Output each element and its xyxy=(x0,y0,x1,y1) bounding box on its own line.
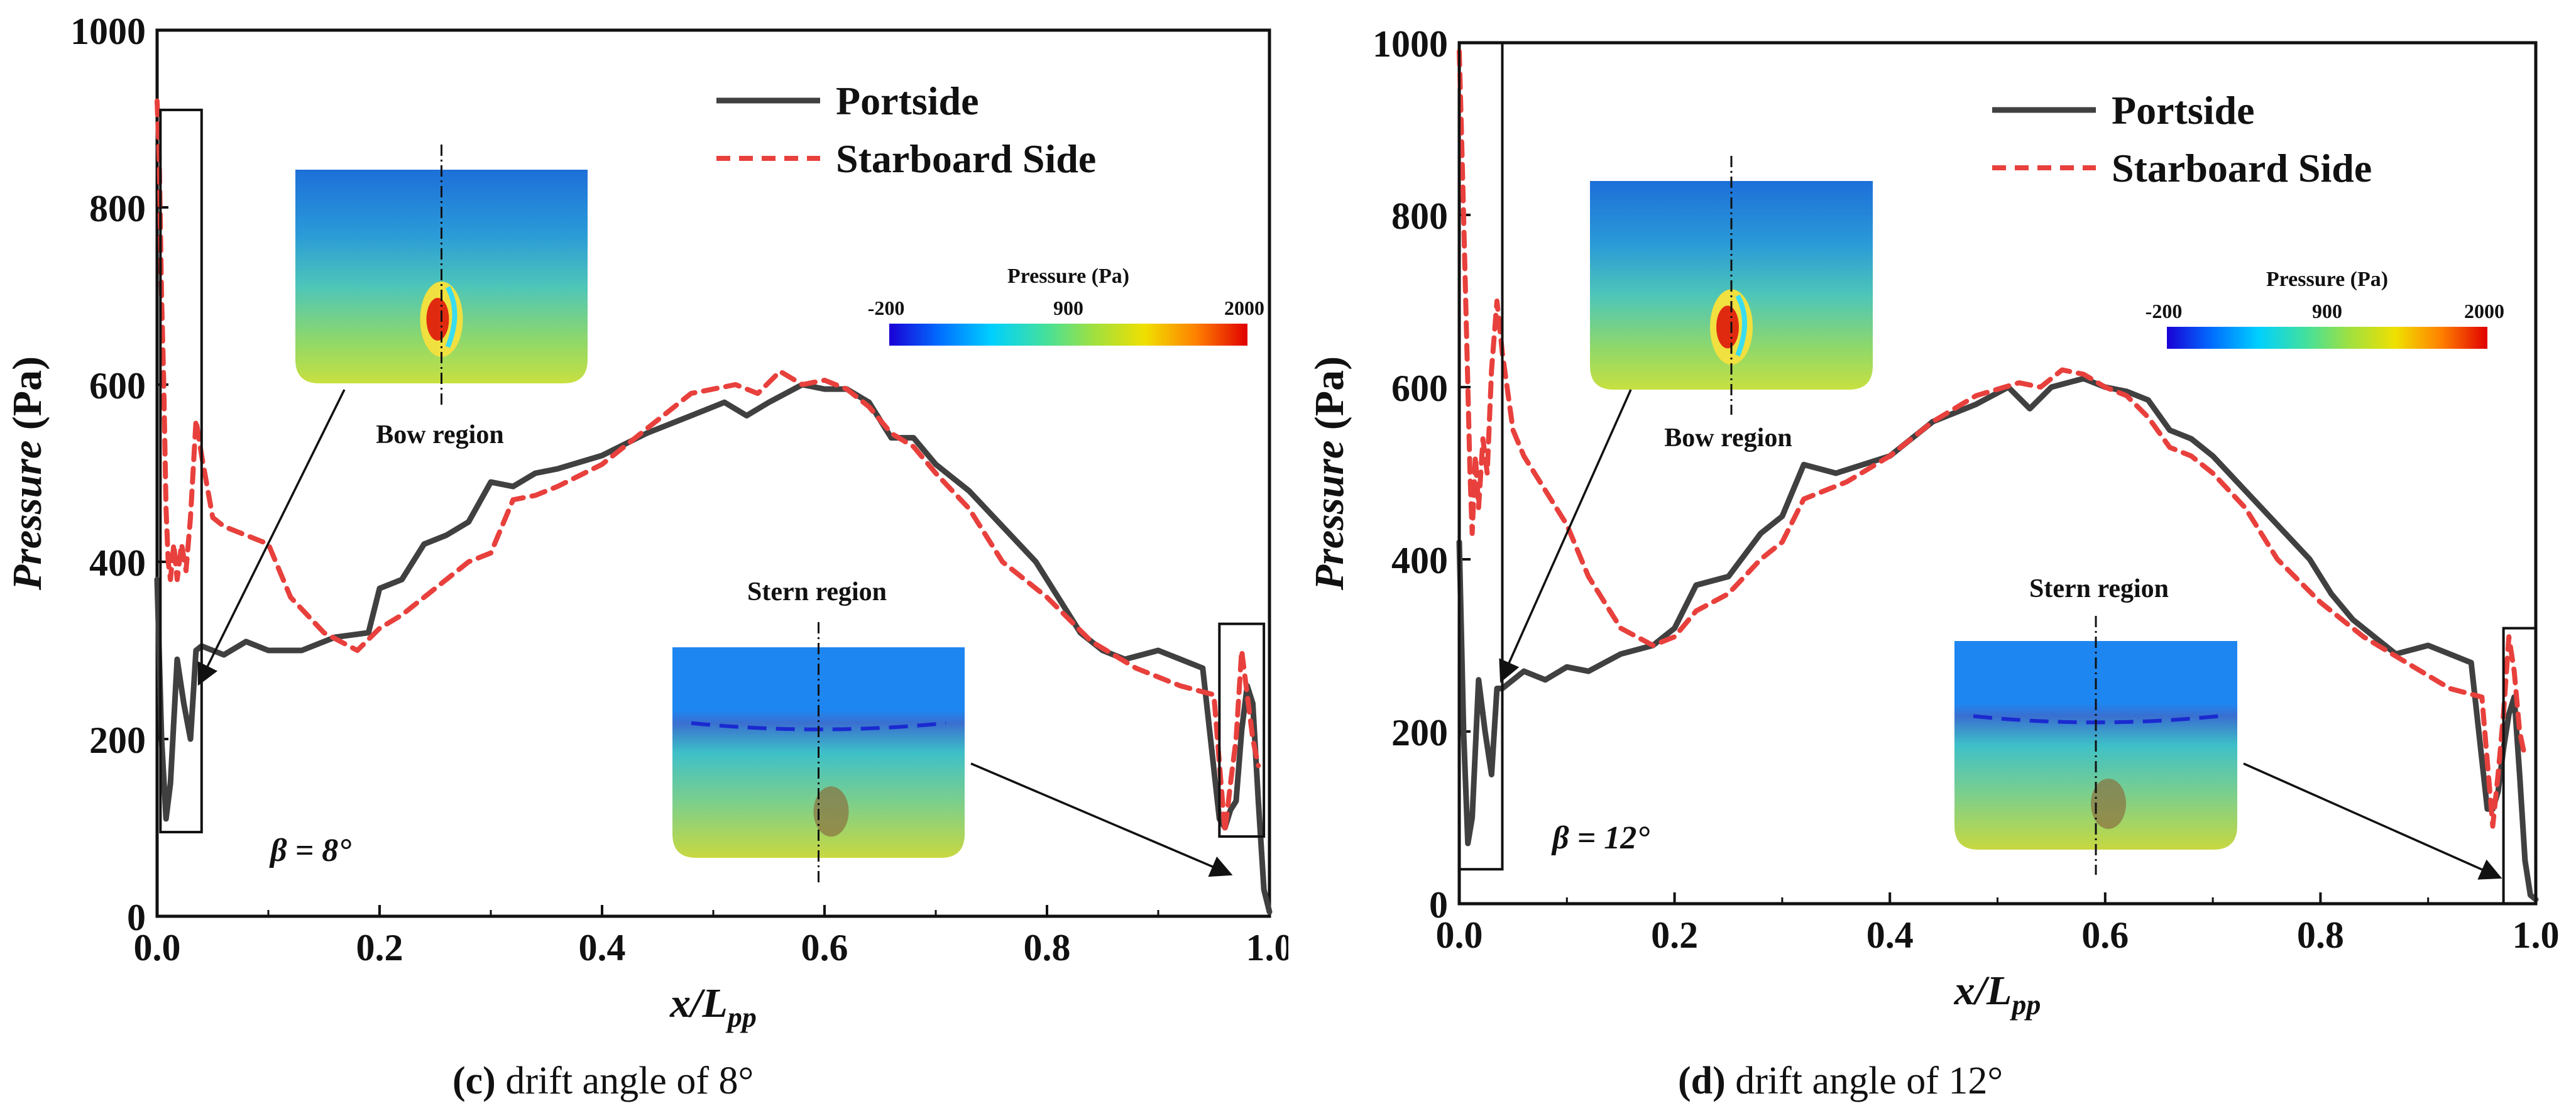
bow-highlight-box xyxy=(1458,41,1504,871)
y-tick-label: 400 xyxy=(1391,540,1448,581)
panel-label-c: (c) xyxy=(452,1060,496,1102)
x-tick-label: 0.6 xyxy=(801,927,848,968)
caption-c: (c) drift angle of 8° xyxy=(452,1059,754,1104)
x-tick-label: 0.0 xyxy=(134,927,181,968)
x-tick-label: 0.8 xyxy=(1024,927,1071,968)
stern-arrow xyxy=(2243,762,2502,880)
stern-region-label: Stern region xyxy=(2029,574,2169,603)
bow-arrow xyxy=(1499,389,1632,683)
colorbar-min-label: -200 xyxy=(2146,300,2183,322)
chart-panel-c: 0 200 400 600 800 1000 0.0 0.2 0.4 0.6 0.8 1.0 x/Lpp… xyxy=(4,11,1289,1104)
y-tick-label: 800 xyxy=(89,188,146,229)
x-tick-label: 0.0 xyxy=(1436,914,1483,956)
y-tick-label: 600 xyxy=(1391,368,1448,409)
drift-angle-annotation: β = 12° xyxy=(1551,820,1650,856)
x-tick-label: 1.0 xyxy=(1246,927,1289,968)
stern-inset xyxy=(1954,616,2237,875)
bow-inset xyxy=(1590,156,1873,415)
stern-highlight-box xyxy=(1218,622,1266,838)
x-tick-label: 0.4 xyxy=(1866,914,1914,956)
bow-arrow xyxy=(197,389,346,686)
drift-angle-annotation: β = 8° xyxy=(269,833,351,869)
pressure-chart-8deg: 0 200 400 600 800 1000 0.0 0.2 0.4 0.6 0.8 1.0 x/Lpp… xyxy=(4,11,1289,1033)
y-tick-label: 200 xyxy=(89,720,146,761)
stern-highlight-box xyxy=(2502,627,2537,905)
y-tick-label: 400 xyxy=(89,542,146,584)
colorbar-mid-label: 900 xyxy=(1053,297,1083,319)
x-tick-label: 0.4 xyxy=(579,927,626,968)
colorbar-max-label: 2000 xyxy=(1224,297,1264,319)
series-line-portside xyxy=(1456,375,2539,902)
bow-inset xyxy=(295,145,588,408)
series-line-starboard xyxy=(1457,48,2528,829)
stern-arrow xyxy=(970,762,1233,877)
legend-label-portside: Portside xyxy=(836,79,979,123)
x-tick-label: 0.2 xyxy=(356,927,403,968)
caption-text-c: drift angle of 8° xyxy=(505,1060,754,1102)
y-tick-label: 1000 xyxy=(1373,23,1448,65)
x-axis-label: x/Lpp xyxy=(1954,968,2041,1021)
x-tick-label: 0.6 xyxy=(2081,914,2129,956)
y-tick-label: 0 xyxy=(127,897,146,938)
y-axis-label: Pressure (Pa) xyxy=(1307,356,1352,591)
caption-d: (d) drift angle of 12° xyxy=(1678,1059,2003,1104)
series-line-starboard xyxy=(155,98,1261,835)
x-axis-label: x/Lpp xyxy=(669,980,757,1033)
y-tick-label: 600 xyxy=(89,365,146,407)
legend-label-starboard: Starboard Side xyxy=(836,136,1096,181)
panel-label-d: (d) xyxy=(1678,1060,1726,1102)
legend-label-portside: Portside xyxy=(2112,88,2255,133)
y-axis-label: Pressure (Pa) xyxy=(4,356,50,591)
colorbar-title: Pressure (Pa) xyxy=(1007,265,1129,288)
bow-pressure-ring xyxy=(1735,294,1747,357)
y-tick-label: 0 xyxy=(1429,884,1448,926)
chart-panel-d: 0 200 400 600 800 1000 0.0 0.2 0.4 0.6 0.8 1.0 x/Lpp… xyxy=(1288,0,2576,1118)
pressure-chart-12deg: 0 200 400 600 800 1000 0.0 0.2 0.4 0.6 0.8 1.0 x/Lpp… xyxy=(1307,23,2560,1021)
bow-region-label: Bow region xyxy=(376,420,503,449)
legend-label-starboard: Starboard Side xyxy=(2112,146,2372,190)
series-line-portside xyxy=(154,381,1273,915)
x-tick-label: 1.0 xyxy=(2513,914,2560,956)
y-tick-label: 200 xyxy=(1391,712,1448,754)
bow-region-label: Bow region xyxy=(1664,424,1792,452)
caption-text-d: drift angle of 12° xyxy=(1735,1060,2003,1102)
stern-inset xyxy=(672,622,965,883)
stern-propeller-shadow xyxy=(2091,778,2126,829)
bow-pressure-spot-inner xyxy=(1716,305,1739,349)
y-tick-label: 800 xyxy=(1391,195,1448,237)
bow-pressure-spot-inner xyxy=(426,298,449,341)
colorbar-max-label: 2000 xyxy=(2464,300,2504,322)
bow-pressure-ring xyxy=(445,286,458,348)
stern-region-label: Stern region xyxy=(747,578,887,606)
bow-highlight-box xyxy=(159,108,203,834)
colorbar-title: Pressure (Pa) xyxy=(2266,268,2388,291)
colorbar-mid-label: 900 xyxy=(2312,300,2342,322)
x-tick-label: 0.2 xyxy=(1651,914,1698,956)
stern-propeller-shadow xyxy=(813,786,849,837)
colorbar xyxy=(889,324,1247,346)
colorbar xyxy=(2167,327,2487,349)
x-tick-label: 0.8 xyxy=(2297,914,2344,956)
y-tick-label: 1000 xyxy=(70,11,146,52)
colorbar-min-label: -200 xyxy=(868,297,905,319)
